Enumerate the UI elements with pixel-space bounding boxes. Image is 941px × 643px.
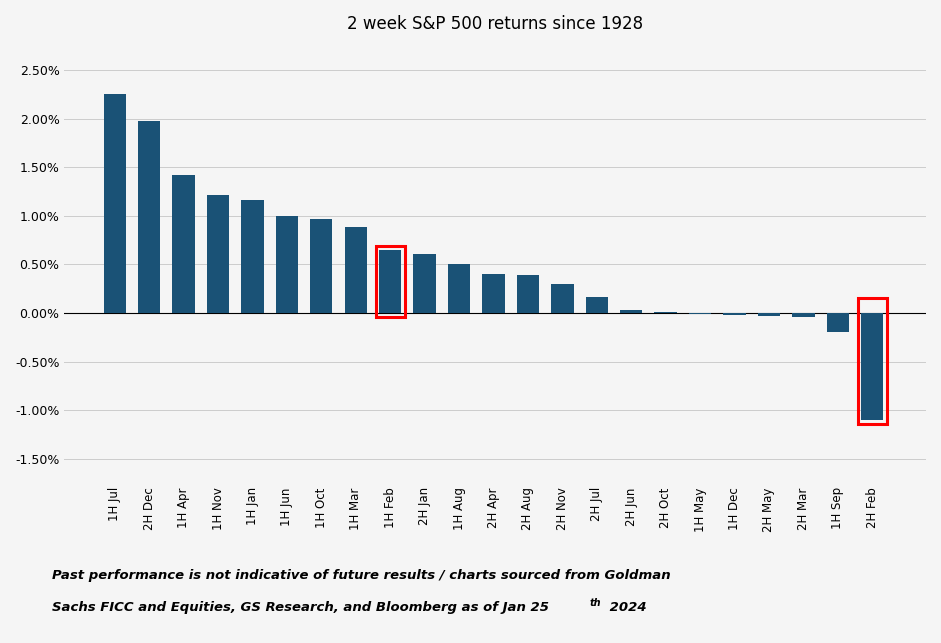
Bar [413, 253, 436, 313]
Bar [138, 122, 160, 313]
Bar [826, 313, 849, 332]
Bar [172, 175, 195, 313]
Bar [861, 313, 884, 420]
Bar [551, 284, 573, 313]
Bar [620, 310, 643, 313]
Bar [448, 264, 470, 313]
Text: Past performance is not indicative of future results / charts sourced from Goldm: Past performance is not indicative of fu… [52, 569, 670, 582]
Text: th: th [590, 598, 601, 608]
Bar [241, 200, 263, 313]
Bar [344, 228, 367, 313]
Bar [104, 95, 126, 313]
Bar [276, 216, 298, 313]
Bar [207, 195, 230, 313]
Bar [724, 313, 745, 315]
Text: Sachs FICC and Equities, GS Research, and Bloomberg as of Jan 25: Sachs FICC and Equities, GS Research, an… [52, 601, 549, 614]
Text: 2024: 2024 [605, 601, 646, 614]
Bar [758, 313, 780, 316]
Bar [689, 313, 711, 314]
Bar [483, 274, 504, 313]
Bar [792, 313, 815, 317]
Bar [654, 312, 677, 313]
Bar [517, 275, 539, 313]
Bar [311, 219, 332, 313]
Bar [857, 298, 886, 424]
Bar [375, 246, 405, 317]
Bar [379, 249, 402, 313]
Title: 2 week S&P 500 returns since 1928: 2 week S&P 500 returns since 1928 [347, 15, 644, 33]
Bar [585, 297, 608, 313]
